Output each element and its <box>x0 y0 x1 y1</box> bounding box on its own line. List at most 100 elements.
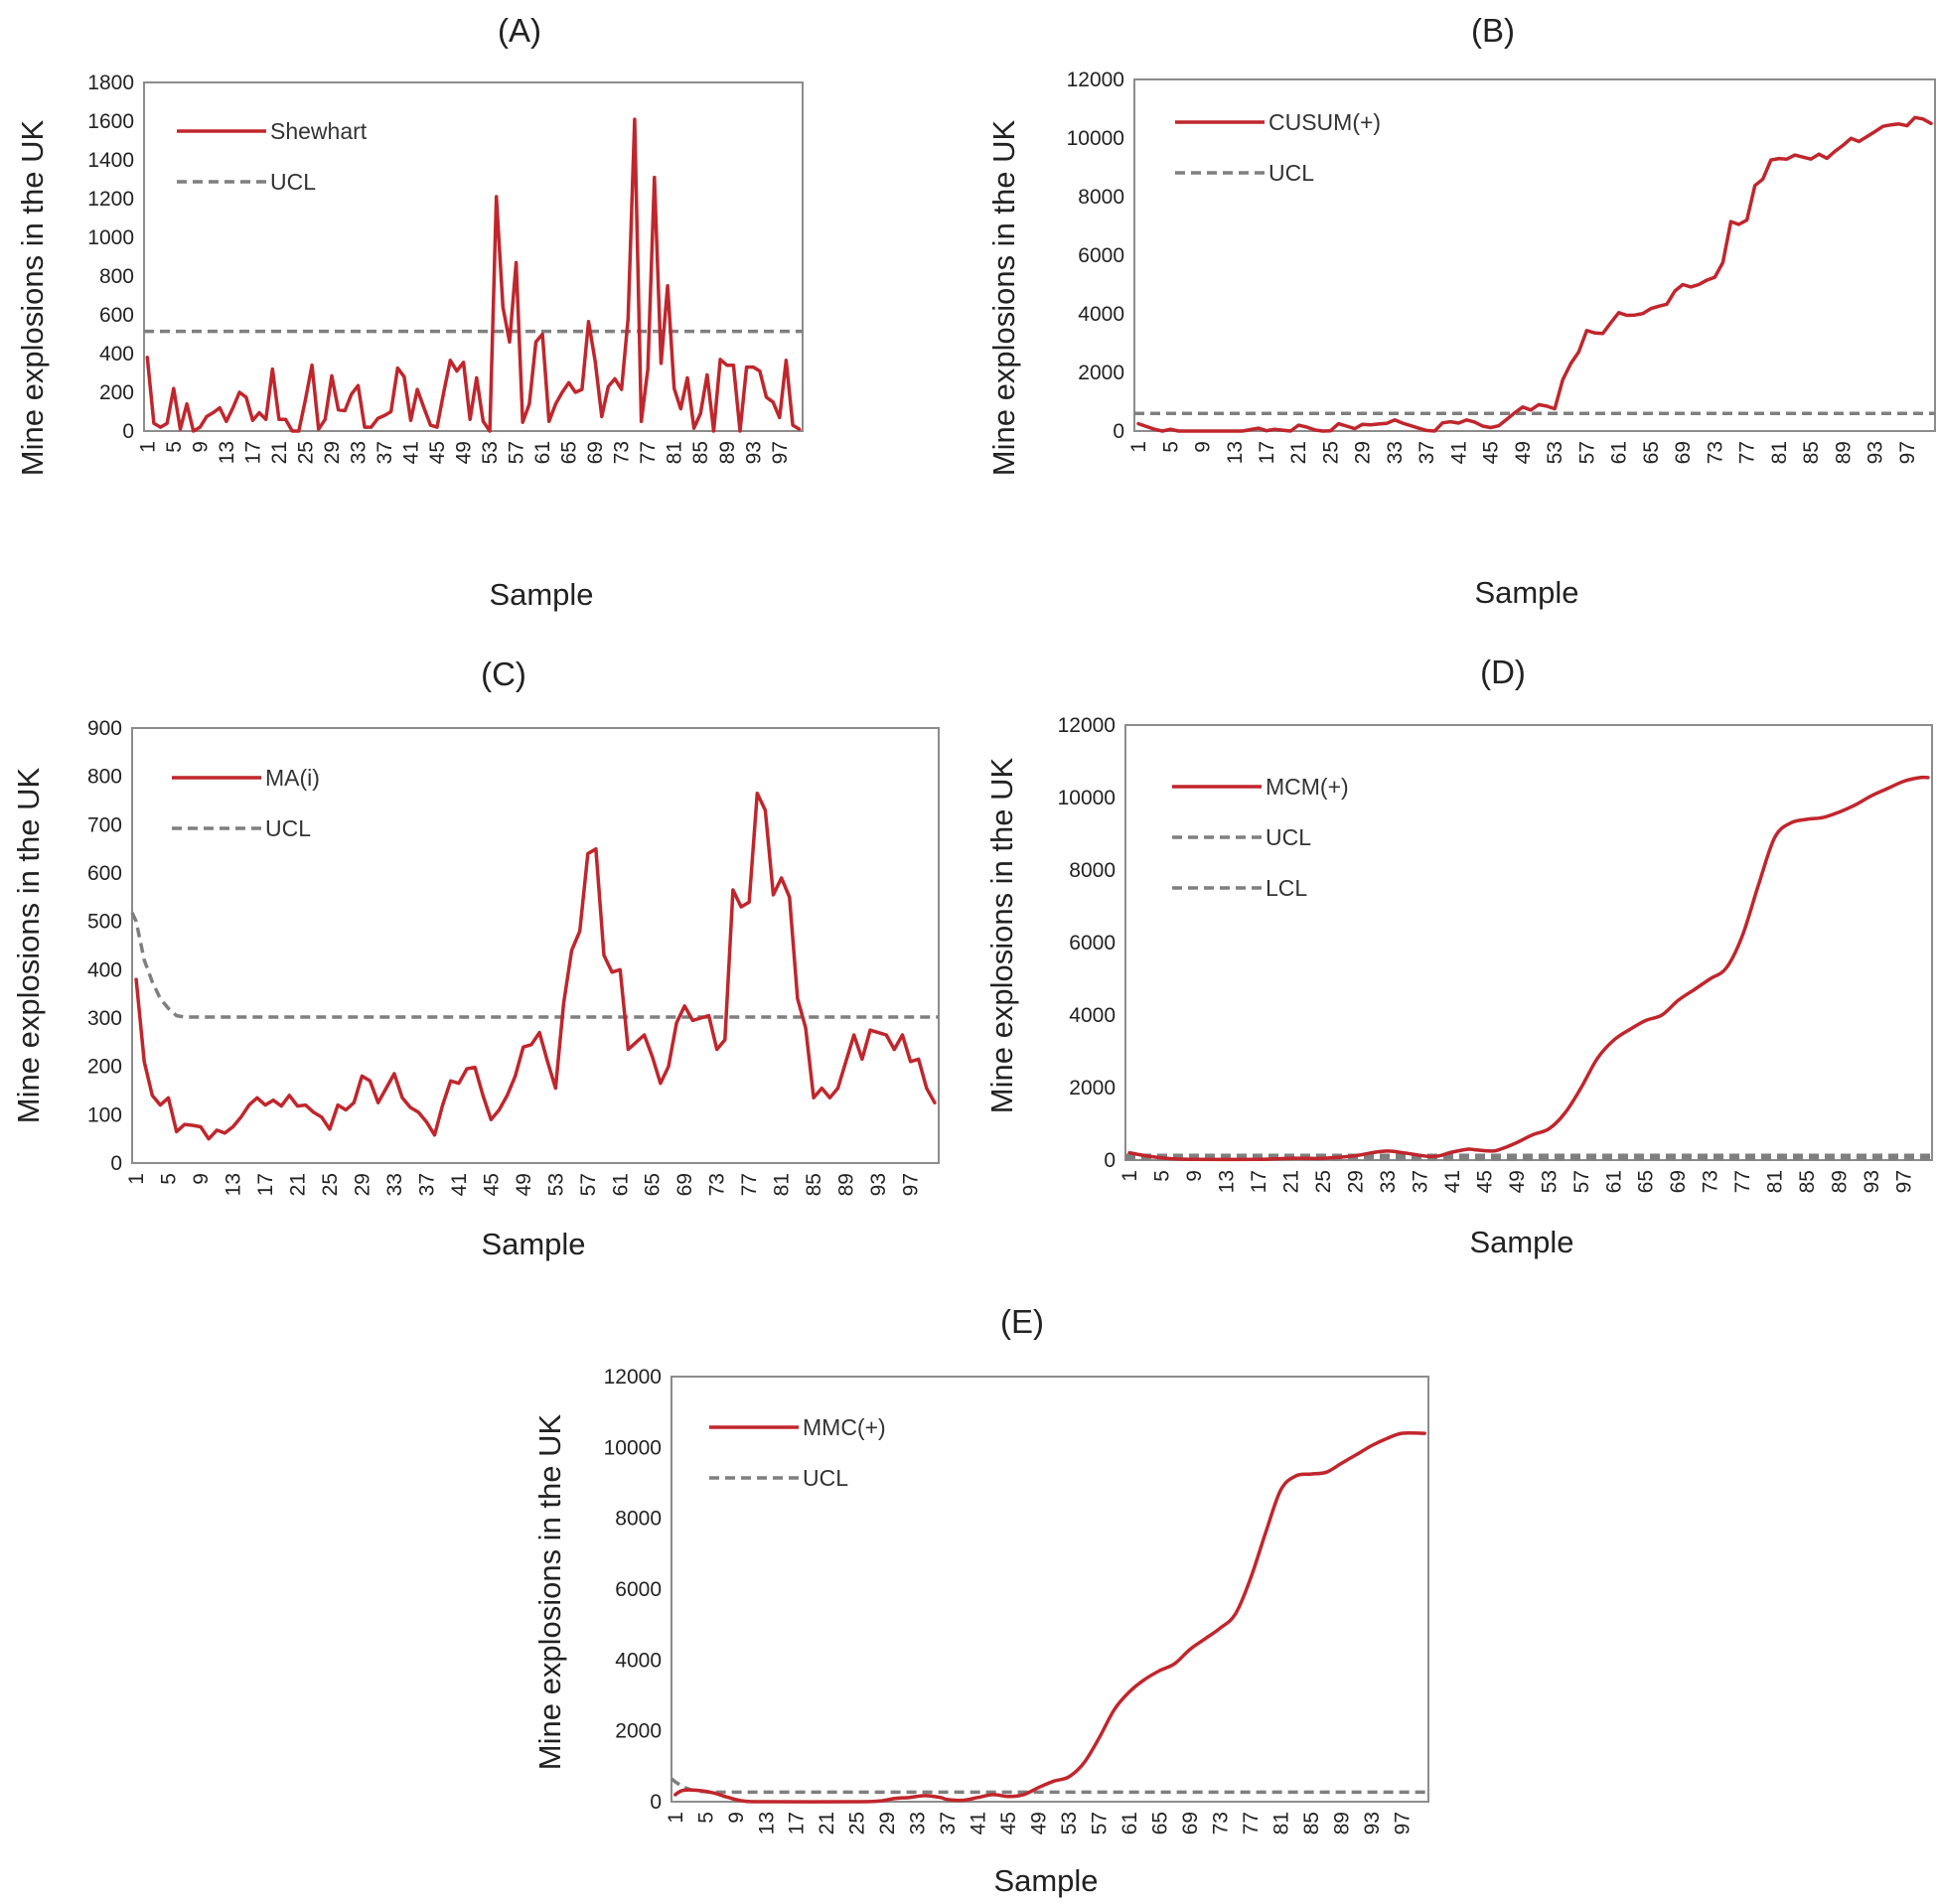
x-tick-label: 49 <box>1506 1170 1529 1193</box>
x-tick-label: 9 <box>190 1173 213 1185</box>
x-axis-label: Sample <box>489 577 593 612</box>
legend-label: MA(i) <box>265 765 320 791</box>
x-tick-label: 29 <box>351 1173 373 1196</box>
x-tick-label: 49 <box>513 1173 535 1196</box>
y-tick-label: 2000 <box>1078 362 1124 384</box>
plot-area <box>1124 724 1933 1161</box>
y-tick-label: 6000 <box>1069 932 1116 954</box>
x-tick-label: 5 <box>694 1812 717 1824</box>
x-tick-label: 89 <box>1829 1170 1852 1193</box>
x-tick-label: 69 <box>673 1173 696 1196</box>
x-axis-label: Sample <box>1469 1225 1573 1259</box>
y-tick-label: 0 <box>1113 420 1124 443</box>
x-tick-label: 37 <box>1409 1170 1431 1193</box>
chart-panel-c: (C) 0 100 200 300 400 500 600 700 800 900 1 5 9 13 17 21… <box>11 656 940 1261</box>
x-tick-label: 1 <box>1127 441 1150 453</box>
x-tick-label: 17 <box>1256 441 1278 464</box>
x-tick-label: 37 <box>937 1812 960 1834</box>
plot-area <box>1133 78 1936 432</box>
x-axis-label: Sample <box>1474 575 1578 610</box>
x-tick-label: 89 <box>716 441 739 464</box>
x-tick-label: 49 <box>1512 441 1535 464</box>
x-tick-label: 5 <box>158 1173 181 1185</box>
y-tick-label: 2000 <box>615 1720 662 1743</box>
y-tick-label: 4000 <box>1078 303 1124 326</box>
y-tick-label: 600 <box>99 304 134 327</box>
x-tick-label: 69 <box>1672 441 1695 464</box>
x-tick-label: 77 <box>1736 441 1759 464</box>
x-tick-label: 9 <box>725 1812 748 1824</box>
x-tick-label: 9 <box>1183 1170 1206 1182</box>
x-tick-label: 9 <box>189 441 212 453</box>
y-tick-label: 12000 <box>1067 69 1124 91</box>
x-tick-label: 61 <box>1602 1170 1625 1193</box>
x-tick-label: 61 <box>609 1173 632 1196</box>
x-tick-label: 25 <box>1312 1170 1335 1193</box>
series-line-cusum <box>1136 115 1933 433</box>
y-tick-label: 0 <box>650 1791 662 1814</box>
x-tick-label: 29 <box>1352 441 1375 464</box>
y-axis-label: Mine explosions in the UK <box>532 1413 567 1770</box>
x-tick-label: 53 <box>479 441 502 464</box>
y-tick-label: 6000 <box>615 1578 662 1601</box>
x-tick-label: 85 <box>689 441 712 464</box>
y-tick-label: 400 <box>99 343 134 366</box>
x-tick-label: 1 <box>136 441 159 453</box>
x-tick-label: 61 <box>1118 1812 1141 1834</box>
y-tick-label: 400 <box>87 958 122 981</box>
legend-label: MMC(+) <box>803 1414 886 1440</box>
x-tick-label: 73 <box>611 441 634 464</box>
x-tick-label: 73 <box>1700 1170 1722 1193</box>
x-tick-label: 21 <box>268 441 291 464</box>
x-tick-label: 77 <box>1240 1812 1263 1834</box>
x-tick-label: 41 <box>1447 441 1470 464</box>
x-tick-label: 45 <box>1473 1170 1496 1193</box>
x-tick-label: 93 <box>1861 1170 1883 1193</box>
x-tick-label: 21 <box>1287 441 1310 464</box>
x-tick-label: 45 <box>1480 441 1503 464</box>
x-tick-label: 29 <box>876 1812 899 1834</box>
y-tick-label: 12000 <box>604 1366 662 1389</box>
x-tick-label: 25 <box>846 1812 869 1834</box>
x-tick-label: 89 <box>1330 1812 1353 1834</box>
x-tick-label: 65 <box>1635 1170 1658 1193</box>
x-tick-label: 13 <box>216 441 238 464</box>
y-tick-label: 900 <box>87 717 122 740</box>
x-tick-label: 37 <box>373 441 396 464</box>
x-tick-label: 85 <box>1300 1812 1323 1834</box>
x-tick-label: 57 <box>1575 441 1598 464</box>
y-axis-label: Mine explosions in the UK <box>15 119 50 476</box>
x-tick-label: 13 <box>1216 1170 1239 1193</box>
plot-area <box>143 81 804 432</box>
x-tick-label: 65 <box>642 1173 665 1196</box>
x-tick-label: 33 <box>907 1812 930 1834</box>
x-tick-label: 33 <box>1384 441 1407 464</box>
plot-area <box>131 727 940 1164</box>
x-tick-label: 61 <box>1608 441 1631 464</box>
y-axis-label: Mine explosions in the UK <box>11 767 46 1123</box>
panel-title: (A) <box>498 12 541 49</box>
legend-label: Shewhart <box>270 118 368 144</box>
y-tick-label: 10000 <box>1058 787 1116 809</box>
x-tick-label: 77 <box>637 441 660 464</box>
x-tick-label: 41 <box>400 441 423 464</box>
y-tick-label: 1200 <box>87 188 134 211</box>
x-tick-label: 65 <box>1148 1812 1171 1834</box>
x-tick-label: 37 <box>415 1173 438 1196</box>
x-tick-label: 45 <box>426 441 449 464</box>
y-tick-label: 8000 <box>615 1508 662 1531</box>
x-tick-label: 93 <box>742 441 765 464</box>
x-tick-label: 85 <box>803 1173 825 1196</box>
x-tick-label: 85 <box>1800 441 1823 464</box>
x-tick-label: 61 <box>531 441 554 464</box>
x-tick-label: 69 <box>584 441 607 464</box>
x-tick-label: 57 <box>577 1173 600 1196</box>
x-tick-label: 97 <box>1893 1170 1916 1193</box>
y-tick-label: 1800 <box>87 72 134 94</box>
legend-label: UCL <box>270 169 316 195</box>
chart-panel-e: (E) 0 2000 4000 6000 8000 10000 12000 1 5 9 13 17 21 2… <box>532 1303 1429 1898</box>
x-tick-label: 41 <box>1441 1170 1464 1193</box>
x-tick-label: 5 <box>1159 441 1182 453</box>
y-tick-label: 700 <box>87 813 122 836</box>
x-tick-label: 65 <box>1640 441 1663 464</box>
